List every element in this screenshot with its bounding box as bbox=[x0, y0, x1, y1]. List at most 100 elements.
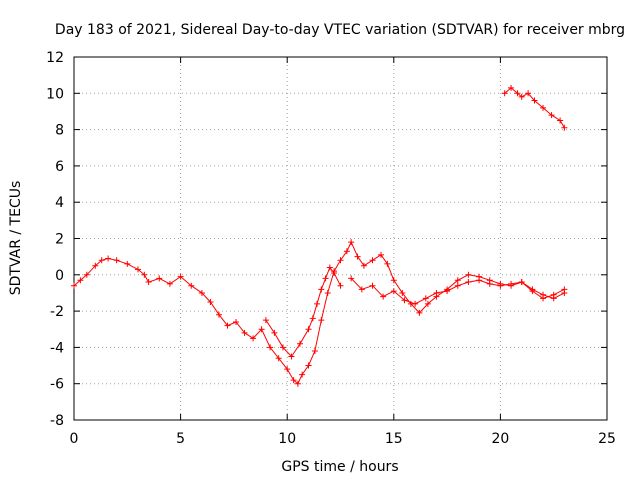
y-tick-label: 0 bbox=[55, 268, 64, 284]
data-point bbox=[508, 84, 515, 91]
data-point bbox=[311, 348, 318, 355]
data-point bbox=[360, 262, 367, 269]
data-point bbox=[337, 257, 344, 264]
y-tick-label: 4 bbox=[55, 195, 64, 211]
data-point bbox=[113, 257, 120, 264]
series-line bbox=[73, 240, 565, 385]
data-point bbox=[384, 260, 391, 267]
data-point bbox=[343, 248, 350, 255]
data-point bbox=[337, 282, 344, 289]
data-point bbox=[294, 380, 301, 387]
data-point bbox=[348, 239, 355, 246]
data-point bbox=[422, 295, 429, 302]
data-point bbox=[258, 326, 265, 333]
data-point bbox=[284, 366, 291, 373]
data-point bbox=[548, 112, 555, 119]
data-point bbox=[318, 286, 325, 293]
x-axis-label: GPS time / hours bbox=[281, 459, 398, 475]
data-point bbox=[166, 280, 173, 287]
data-point bbox=[275, 355, 282, 362]
series-main bbox=[71, 239, 568, 387]
data-point bbox=[299, 371, 306, 378]
y-tick-label: 6 bbox=[55, 159, 64, 175]
data-point bbox=[71, 282, 77, 289]
data-point bbox=[267, 344, 274, 351]
x-tick-label: 5 bbox=[176, 431, 185, 447]
data-point bbox=[224, 322, 231, 329]
data-point bbox=[134, 266, 141, 273]
data-point bbox=[188, 282, 195, 289]
x-tick-label: 10 bbox=[278, 431, 296, 447]
data-point bbox=[540, 104, 547, 111]
data-point bbox=[198, 289, 205, 296]
data-point bbox=[401, 297, 408, 304]
y-tick-label: -6 bbox=[50, 377, 64, 393]
series-recovery-branch bbox=[262, 264, 344, 360]
y-axis-label: SDTVAR / TECUs bbox=[8, 181, 24, 296]
y-tick-label: 10 bbox=[46, 86, 64, 102]
data-point bbox=[77, 277, 84, 284]
plot-frame bbox=[73, 56, 608, 421]
data-point bbox=[380, 293, 387, 300]
data-point bbox=[454, 282, 461, 289]
data-point bbox=[531, 97, 538, 104]
data-point bbox=[105, 255, 112, 262]
data-point bbox=[233, 318, 240, 325]
data-point bbox=[271, 329, 278, 336]
data-point bbox=[378, 251, 385, 258]
data-point bbox=[331, 269, 338, 276]
data-point bbox=[322, 275, 329, 282]
grid-lines bbox=[74, 57, 607, 420]
data-point bbox=[279, 344, 286, 351]
y-tick-label: -4 bbox=[50, 340, 64, 356]
data-point bbox=[305, 362, 312, 369]
data-point bbox=[326, 264, 333, 271]
data-point bbox=[508, 280, 515, 287]
data-point bbox=[518, 279, 525, 286]
x-tick-label: 0 bbox=[70, 431, 79, 447]
data-point bbox=[241, 329, 248, 336]
data-point bbox=[424, 300, 431, 307]
data-point bbox=[369, 282, 376, 289]
data-point bbox=[262, 317, 269, 324]
data-point bbox=[314, 300, 321, 307]
y-tick-label: -2 bbox=[50, 304, 64, 320]
data-point bbox=[369, 257, 376, 264]
data-point bbox=[497, 282, 504, 289]
chart-title: Day 183 of 2021, Sidereal Day-to-day VTE… bbox=[55, 22, 625, 38]
data-point bbox=[98, 257, 105, 264]
data-point bbox=[296, 340, 303, 347]
data-point bbox=[358, 286, 365, 293]
data-point bbox=[465, 271, 472, 278]
series-line bbox=[504, 87, 565, 129]
data-point bbox=[399, 289, 406, 296]
data-point bbox=[416, 309, 423, 316]
data-point bbox=[215, 311, 222, 318]
data-point bbox=[390, 288, 397, 295]
data-point bbox=[561, 124, 568, 131]
data-point bbox=[124, 260, 131, 267]
data-point bbox=[288, 353, 295, 360]
data-point bbox=[550, 291, 557, 298]
data-point bbox=[250, 335, 257, 342]
data-point bbox=[305, 326, 312, 333]
data-point bbox=[444, 288, 451, 295]
data-point bbox=[318, 317, 325, 324]
data-point bbox=[141, 271, 148, 278]
data-point bbox=[476, 277, 483, 284]
data-point bbox=[486, 280, 493, 287]
data-point bbox=[465, 279, 472, 286]
data-point bbox=[145, 279, 152, 286]
data-point bbox=[290, 377, 297, 384]
series-lower-band bbox=[348, 275, 568, 307]
y-tick-label: 12 bbox=[46, 50, 64, 66]
y-tick-label: -8 bbox=[50, 413, 64, 429]
data-point bbox=[324, 289, 331, 296]
data-point bbox=[156, 275, 163, 282]
data-point bbox=[518, 93, 525, 100]
x-tick-label: 15 bbox=[385, 431, 403, 447]
data-point bbox=[525, 90, 532, 97]
data-point bbox=[561, 286, 568, 293]
data-point bbox=[390, 277, 397, 284]
